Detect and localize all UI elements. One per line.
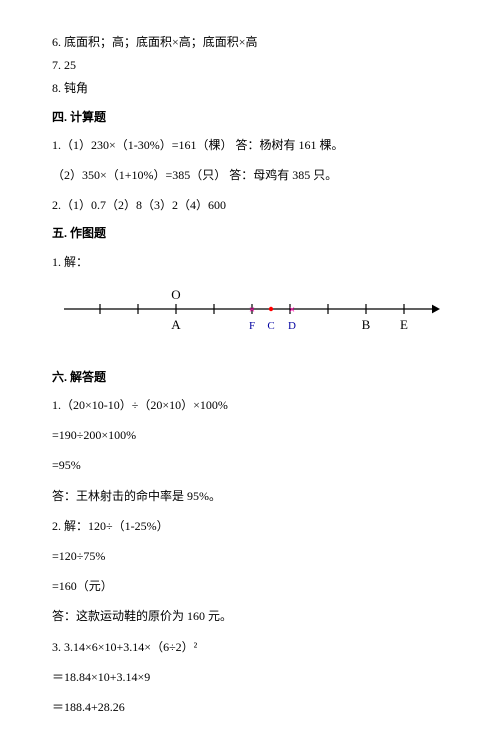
q3-b: ＝18.84×10+3.14×9 <box>52 666 448 688</box>
item-6: 6. 底面积；高；底面积×高；底面积×高 <box>52 31 448 53</box>
svg-text:B: B <box>362 317 371 332</box>
svg-text:A: A <box>171 317 181 332</box>
svg-text:×: × <box>289 304 295 316</box>
q3-a: 3. 3.14×6×10+3.14×（6÷2）² <box>52 636 448 658</box>
section-4-title: 四. 计算题 <box>52 106 448 128</box>
item-7: 7. 25 <box>52 54 448 76</box>
number-line-figure: AO B E × FC × D <box>52 279 448 356</box>
q1-c: =95% <box>52 454 448 476</box>
svg-text:C: C <box>267 320 274 332</box>
svg-text:O: O <box>171 287 180 302</box>
sec5-p1: 1. 解： <box>52 251 448 273</box>
svg-text:F: F <box>249 320 255 332</box>
section-6-title: 六. 解答题 <box>52 366 448 388</box>
q2-d: 答：这款运动鞋的原价为 160 元。 <box>52 605 448 627</box>
svg-text:×: × <box>249 304 255 316</box>
q1-b: =190÷200×100% <box>52 424 448 446</box>
q2-c: =160（元） <box>52 575 448 597</box>
q2-a: 2. 解：120÷（1-25%） <box>52 515 448 537</box>
sec4-p1: 1.（1）230×（1-30%）=161（棵） 答：杨树有 161 棵。 <box>52 134 448 156</box>
q1-d: 答：王林射击的命中率是 95%。 <box>52 485 448 507</box>
svg-text:E: E <box>400 317 408 332</box>
page: 6. 底面积；高；底面积×高；底面积×高 7. 25 8. 钝角 四. 计算题 … <box>0 0 500 749</box>
item-8: 8. 钝角 <box>52 77 448 99</box>
q2-b: =120÷75% <box>52 545 448 567</box>
section-5-title: 五. 作图题 <box>52 222 448 244</box>
q3-c: ＝188.4+28.26 <box>52 696 448 718</box>
q1-a: 1.（20×10-10）÷（20×10）×100% <box>52 394 448 416</box>
sec4-p3: 2.（1）0.7（2）8（3）2（4）600 <box>52 194 448 216</box>
sec4-p2: （2）350×（1+10%）=385（只） 答：母鸡有 385 只。 <box>52 164 448 186</box>
number-line-svg: AO B E × FC × D <box>52 279 448 349</box>
svg-text:D: D <box>288 320 296 332</box>
